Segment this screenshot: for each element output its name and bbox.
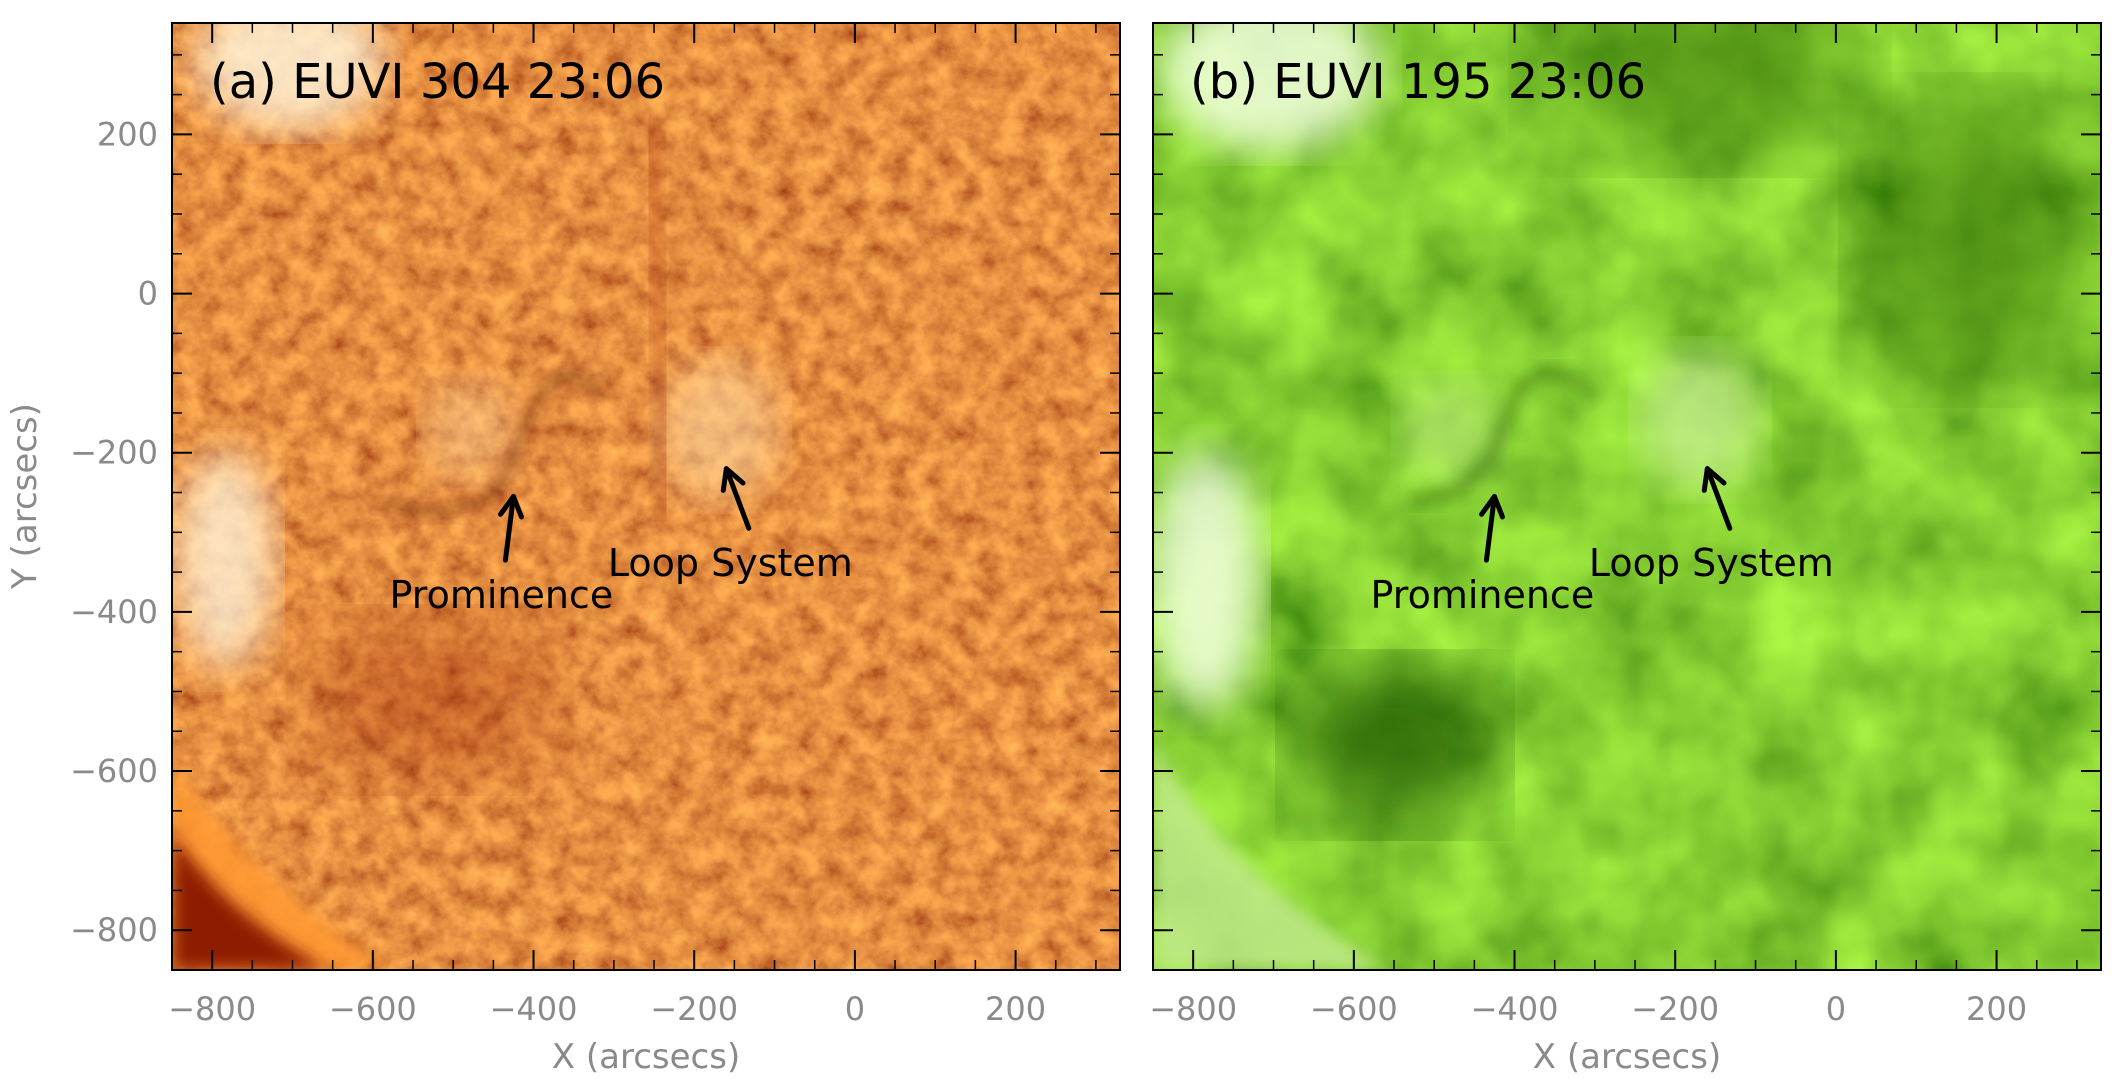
solar-image-304	[172, 23, 1120, 970]
y-tick-label: 200	[97, 115, 158, 153]
x-tick-label: 0	[845, 990, 865, 1028]
x-tick-label: −400	[490, 990, 578, 1028]
panel-euvi-304: −800 −600 −400 −200 0 200 2000−200−400−600−80…	[70, 22, 1121, 1028]
axis-ticks-b	[1152, 23, 2101, 971]
x-tick-label: −600	[329, 990, 417, 1028]
solar-image-195	[1153, 23, 2101, 970]
x-tick-label: −400	[1471, 990, 1559, 1028]
y-tick-label: −800	[70, 911, 158, 949]
annotation-arrow-loop-system	[1701, 466, 1733, 531]
y-tick-label: 0	[138, 275, 158, 313]
annotation-label: Loop System	[608, 541, 853, 585]
y-axis-label: Y (arcsecs)	[5, 403, 45, 590]
y-tick-label: −200	[70, 434, 158, 472]
x-tick-label: −200	[1631, 990, 1719, 1028]
annotation-arrow-loop-system	[720, 466, 752, 531]
plot-frame-a	[171, 22, 1121, 971]
x-tick-label: 200	[985, 990, 1046, 1028]
annotation-label: Loop System	[1589, 541, 1834, 585]
y-tick-labels-a: 200 0 −200 −400 −600 −800	[70, 115, 158, 949]
panel-euvi-195: −800 −600 −400 −200 0 200 (b) EUVI 195 23:06 …	[1149, 22, 2102, 1028]
plot-frame-b	[1152, 22, 2102, 971]
annotation-label: Prominence	[390, 573, 614, 617]
annotation-arrow-prominence	[498, 494, 524, 563]
annotation-arrow-prominence	[1479, 494, 1505, 563]
axis-ticks-a	[171, 23, 1120, 971]
panel-title-a: (a) EUVI 304 23:06	[210, 54, 665, 110]
x-tick-label: −800	[1149, 990, 1237, 1028]
x-tick-labels-b: −800 −600 −400 −200 0 200	[1149, 990, 2027, 1028]
x-tick-labels-a: −800 −600 −400 −200 0 200	[168, 990, 1046, 1028]
x-tick-label: −800	[168, 990, 256, 1028]
x-tick-label: 0	[1826, 990, 1846, 1028]
x-tick-label: −200	[650, 990, 738, 1028]
x-tick-label: −600	[1310, 990, 1398, 1028]
y-tick-label: −400	[70, 593, 158, 631]
y-tick-label: −600	[70, 752, 158, 790]
x-axis-label-a: X (arcsecs)	[552, 1037, 740, 1077]
x-tick-label: 200	[1966, 990, 2027, 1028]
panel-title-b: (b) EUVI 195 23:06	[1190, 54, 1646, 110]
x-axis-label-b: X (arcsecs)	[1533, 1037, 1721, 1077]
annotation-label: Prominence	[1371, 573, 1595, 617]
